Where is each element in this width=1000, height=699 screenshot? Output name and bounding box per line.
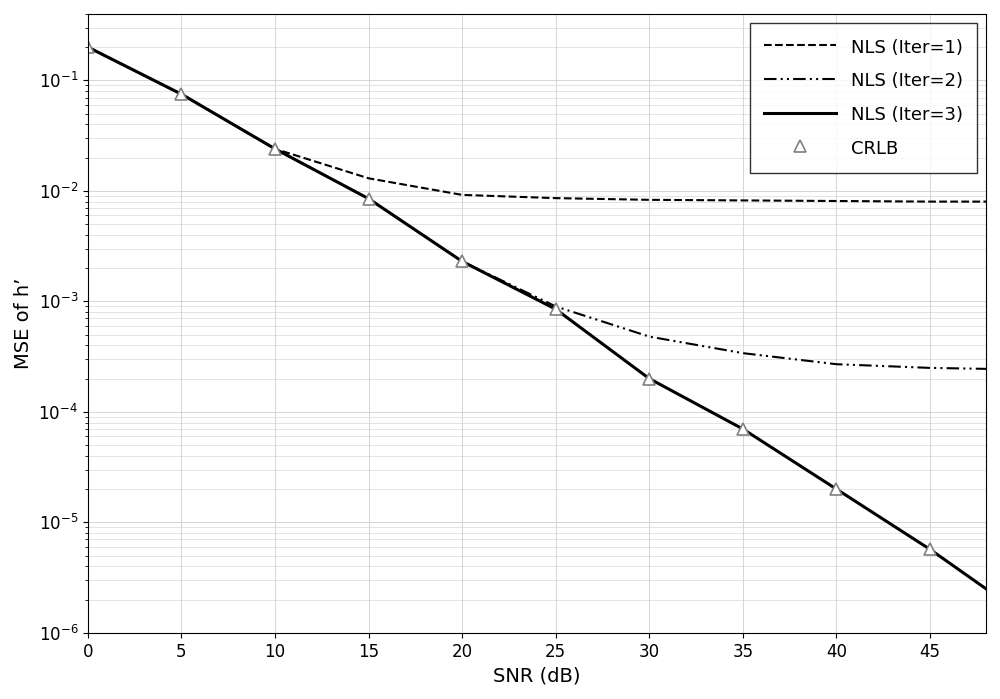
NLS (Iter=3) [269,145,281,153]
Legend: NLS (Iter=1), NLS (Iter=2), NLS (Iter=3), CRLB: NLS (Iter=1), NLS (Iter=2), NLS (Iter=3)… [750,23,977,173]
NLS (Iter=2) [550,302,562,310]
Line: CRLB: CRLB [82,41,936,556]
NLS (Iter=2) [363,194,375,203]
NLS (Iter=1) [175,90,187,99]
NLS (Iter=3) [363,194,375,203]
NLS (Iter=3) [643,375,655,383]
NLS (Iter=2) [830,360,842,368]
NLS (Iter=1) [82,43,94,51]
X-axis label: SNR (dB): SNR (dB) [493,666,581,685]
NLS (Iter=1) [737,196,749,205]
NLS (Iter=1) [269,145,281,153]
CRLB [82,43,94,51]
Line: NLS (Iter=2): NLS (Iter=2) [88,47,986,369]
NLS (Iter=3) [737,425,749,433]
NLS (Iter=3) [830,485,842,493]
CRLB [830,485,842,493]
CRLB [924,545,936,554]
CRLB [363,194,375,203]
NLS (Iter=1) [550,194,562,202]
CRLB [269,145,281,153]
NLS (Iter=3) [924,545,936,554]
Line: NLS (Iter=3): NLS (Iter=3) [88,47,986,589]
NLS (Iter=3) [82,43,94,51]
CRLB [175,90,187,99]
NLS (Iter=3) [550,305,562,313]
NLS (Iter=2) [643,333,655,341]
NLS (Iter=3) [980,584,992,593]
NLS (Iter=3) [175,90,187,99]
NLS (Iter=3) [456,257,468,266]
NLS (Iter=2) [175,90,187,99]
NLS (Iter=1) [643,196,655,204]
NLS (Iter=1) [456,191,468,199]
NLS (Iter=2) [924,363,936,372]
NLS (Iter=2) [980,365,992,373]
NLS (Iter=1) [980,197,992,206]
Line: NLS (Iter=1): NLS (Iter=1) [88,47,986,201]
CRLB [737,425,749,433]
NLS (Iter=2) [82,43,94,51]
NLS (Iter=2) [456,257,468,266]
NLS (Iter=1) [924,197,936,206]
CRLB [456,257,468,266]
NLS (Iter=1) [363,174,375,182]
CRLB [550,305,562,313]
NLS (Iter=1) [830,197,842,206]
NLS (Iter=2) [737,349,749,357]
Y-axis label: MSE of h’: MSE of h’ [14,278,33,369]
NLS (Iter=2) [269,145,281,153]
CRLB [643,375,655,383]
